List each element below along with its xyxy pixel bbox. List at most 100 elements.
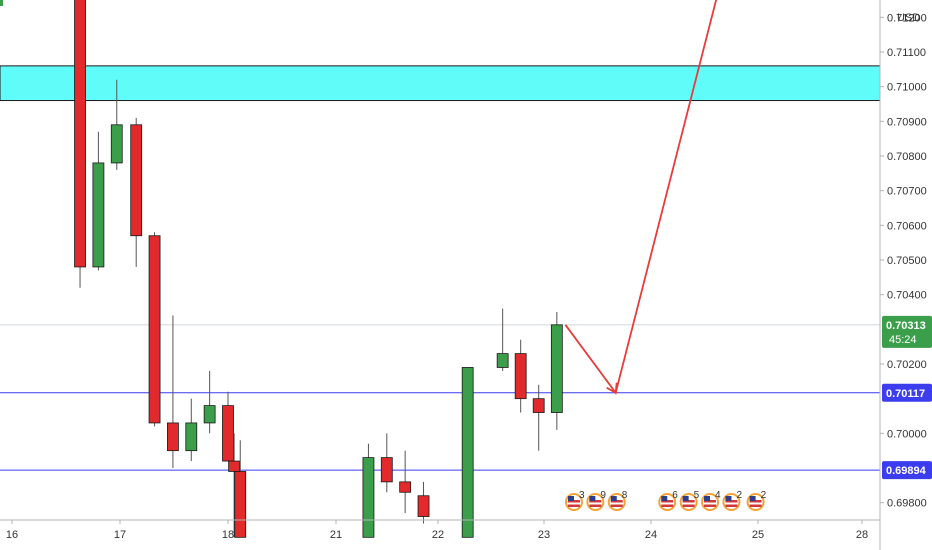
candle-body (130, 124, 143, 237)
flag-stripe (704, 500, 717, 503)
price-tag: 0.70117 (882, 383, 932, 402)
candle-down (148, 232, 161, 427)
candle-body (362, 457, 375, 538)
price-tag-label: 0.70117 (886, 388, 925, 400)
event-flag[interactable]: 4 (701, 490, 721, 511)
event-count: 6 (672, 490, 678, 501)
candle-body (203, 405, 216, 424)
event-flag[interactable]: 5 (679, 490, 700, 511)
event-flag[interactable]: 6 (658, 490, 678, 511)
flag-canton (749, 496, 756, 501)
price-tick-label: 0.70800 (887, 151, 927, 163)
event-count: 8 (622, 490, 628, 501)
price-tag: 0.70313 45:24 (882, 315, 932, 348)
flag-stripe (567, 500, 580, 503)
event-flag[interactable]: 3 (564, 490, 585, 511)
candle-down (234, 440, 247, 538)
event-count: 4 (715, 490, 721, 501)
candle-body (110, 124, 123, 164)
price-axis: 0.71200 0.71100 0.71000 0.70900 0.70800 0.707… (880, 12, 927, 510)
economic-events[interactable]: 3 9 8 6 5 4 2 2 (564, 490, 767, 511)
projection-arrow (564, 0, 718, 395)
price-tag-bg (882, 383, 932, 402)
candle-down (380, 433, 393, 493)
price-tick-label: 0.70600 (887, 220, 927, 232)
price-tick-label: 0.71200 (887, 12, 927, 24)
flag-canton (567, 496, 574, 501)
flag-stripe (725, 504, 738, 507)
price-tick-label: 0.71100 (887, 47, 926, 59)
candle-up (185, 398, 198, 462)
price-tick-label: 0.70000 (887, 428, 927, 440)
candle-body (167, 422, 179, 452)
event-count: 5 (694, 490, 700, 501)
candle-body (461, 367, 474, 538)
price-tag-label: 0.69894 (886, 465, 927, 477)
candle-body (380, 457, 393, 483)
flag-stripe (610, 504, 623, 507)
event-count: 9 (600, 490, 606, 501)
candle-up (550, 312, 563, 430)
price-tag-timer: 45:24 (889, 334, 917, 346)
flag-stripe (567, 504, 580, 507)
time-tick-label: 28 (856, 529, 868, 541)
time-tick-label: 18 (222, 529, 234, 541)
price-tick-label: 0.70200 (887, 359, 927, 371)
candle-down (167, 315, 179, 468)
flag-stripe (725, 500, 738, 503)
candle-body (222, 405, 234, 462)
flag-stripe (610, 500, 623, 503)
price-tick-label: 0.69800 (887, 498, 927, 510)
candle-up (496, 308, 509, 371)
time-axis[interactable]: 16 17 18 21 22 23 24 25 28 (6, 520, 868, 541)
event-flag[interactable]: 8 (607, 490, 628, 511)
event-flag[interactable]: 2 (722, 490, 742, 511)
event-flag[interactable]: 9 (586, 490, 606, 511)
flag-stripe (661, 500, 674, 503)
flag-stripe (589, 500, 602, 503)
price-tag: 0.69894 (882, 461, 932, 480)
price-tick-label: 0.71000 (887, 82, 927, 94)
flag-canton (725, 496, 732, 501)
time-tick-label: 22 (432, 529, 444, 541)
candle-up (461, 367, 474, 538)
flag-canton (682, 496, 689, 501)
time-tick-label: 17 (114, 529, 126, 541)
candle-body (496, 353, 509, 368)
event-count: 3 (579, 490, 585, 501)
candle-up (92, 131, 105, 271)
price-tick-label: 0.70700 (887, 186, 927, 198)
resistance-zone (0, 65, 881, 102)
currency-label: USD (897, 12, 920, 24)
candle-body (514, 353, 527, 400)
flag-stripe (682, 504, 695, 507)
flag-canton (661, 496, 668, 501)
candle-body (234, 471, 247, 538)
candle-body (148, 235, 161, 424)
candle-up (110, 79, 123, 170)
event-count: 2 (761, 490, 767, 501)
event-flag[interactable]: 2 (746, 490, 767, 511)
flag-stripe (749, 504, 762, 507)
flag-canton (610, 496, 617, 501)
time-tick-label: 24 (645, 529, 657, 541)
candle-body (550, 324, 563, 413)
candle-down (222, 391, 234, 462)
flag-stripe (661, 504, 674, 507)
candle-body (228, 460, 241, 472)
price-tick-label: 0.70400 (887, 290, 927, 302)
price-tag-label: 0.70313 (886, 320, 926, 332)
candle-down (417, 481, 430, 524)
price-tick-label: 0.70500 (887, 255, 927, 267)
corner-marker (0, 0, 3, 6)
event-count: 2 (736, 490, 742, 501)
price-axis-panel[interactable] (880, 0, 932, 550)
price-tags: 0.70313 45:24 0.70117 0.69894 (882, 315, 932, 480)
candle-down (532, 384, 545, 451)
candle-body (399, 481, 412, 493)
flag-canton (589, 496, 596, 501)
candles (74, 0, 563, 538)
price-tick-label: 0.70900 (887, 116, 927, 128)
candle-down (514, 339, 527, 413)
